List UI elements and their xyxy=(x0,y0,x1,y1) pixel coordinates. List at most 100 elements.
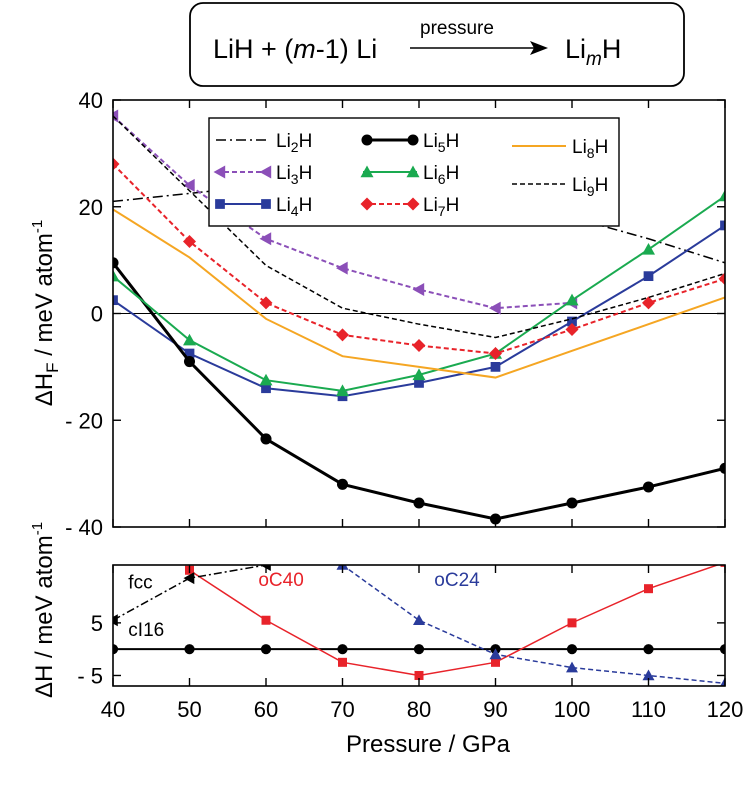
data-point-li7h xyxy=(565,323,579,337)
bottom-plot-frame xyxy=(112,564,726,687)
data-point-li3h xyxy=(113,109,119,123)
legend-marker xyxy=(407,134,419,146)
data-point-oc40 xyxy=(414,670,424,680)
data-point-li4h xyxy=(184,348,195,359)
legend-marker xyxy=(360,165,374,178)
data-point-ci16 xyxy=(260,644,272,655)
legend-label: Li3H xyxy=(276,163,312,187)
series-oc24 xyxy=(336,565,725,686)
top-y-axis-label: ΔHF / meV atom-1 xyxy=(29,220,62,406)
bottom-annotations: fcc cI16 oC40 oC24 xyxy=(128,570,480,641)
svg-text:LiH + (m-1) Li: LiH + (m-1) Li xyxy=(213,34,377,64)
data-point-li4h xyxy=(414,378,424,388)
legend-label: Li7H xyxy=(423,195,459,219)
data-point-ci16 xyxy=(337,644,348,655)
data-point-li6h xyxy=(642,242,655,255)
y-tick-label: - 40 xyxy=(65,515,103,540)
x-tick-label: 70 xyxy=(330,697,354,722)
data-point-oc40 xyxy=(261,615,271,625)
svg-text:LimH: LimH xyxy=(565,34,621,70)
data-point-li5h xyxy=(260,433,272,445)
x-tick-labels: 40 50 60 70 80 90 100 110 120 xyxy=(101,697,744,722)
data-point-oc24 xyxy=(413,614,425,626)
annotation-fcc: fcc xyxy=(128,573,152,594)
annotation-oc40: oC40 xyxy=(258,570,303,591)
data-point-li7h xyxy=(489,347,502,361)
legend-label: Li6H xyxy=(423,163,459,187)
x-tick-label: 50 xyxy=(177,697,201,722)
data-point-ci16 xyxy=(184,644,195,655)
x-tick-label: 40 xyxy=(101,697,125,722)
y-tick-label: 20 xyxy=(79,195,103,220)
x-tick-label: 110 xyxy=(631,697,666,722)
x-tick-label: 80 xyxy=(407,697,431,722)
data-point-ci16 xyxy=(566,644,578,655)
y-tick-label: 0 xyxy=(91,302,103,327)
series-ci16 xyxy=(113,644,725,655)
legend-marker xyxy=(406,197,420,211)
data-point-li6h xyxy=(412,368,426,381)
bottom-series-group xyxy=(113,565,725,686)
data-point-oc24 xyxy=(489,648,502,660)
data-point-li4h xyxy=(567,316,577,327)
y-tick-label: 5 xyxy=(91,611,103,636)
legend-marker xyxy=(259,165,272,179)
series-li4h xyxy=(113,220,725,402)
data-point-li5h xyxy=(336,478,349,490)
data-point-li7h xyxy=(259,296,273,310)
data-point-li3h xyxy=(412,282,425,296)
x-axis-label: Pressure / GPa xyxy=(346,731,511,758)
data-point-li3h xyxy=(489,301,501,315)
series-li7h xyxy=(113,157,725,361)
series-line-li8h xyxy=(113,208,725,379)
data-point-oc24 xyxy=(566,661,578,673)
data-point-fcc xyxy=(183,572,195,585)
data-point-li4h xyxy=(643,271,654,282)
series-li5h xyxy=(113,257,725,525)
x-tick-label: 90 xyxy=(483,697,507,722)
equation-rhs-tail: H xyxy=(602,34,622,64)
data-point-li5h xyxy=(489,513,502,525)
series-line-li7h xyxy=(113,163,725,355)
data-point-li6h xyxy=(565,293,579,306)
top-legend: Li2H Li3H Li4H Li5H Li6H Li7H Li8H Li9H xyxy=(208,117,620,227)
data-point-li6h xyxy=(113,269,120,282)
data-point-li3h xyxy=(336,261,348,275)
data-point-li7h xyxy=(642,296,655,310)
data-point-li3h xyxy=(183,178,195,192)
legend-item-li9h: Li9H xyxy=(512,175,608,199)
data-point-ci16 xyxy=(413,644,425,655)
equation-arrow-label: pressure xyxy=(420,18,494,39)
annotation-oc24: oC24 xyxy=(434,570,480,591)
series-li9h xyxy=(113,115,725,339)
bottom-panel: 5 - 5 fcc cI16 oC40 oC24 ΔH / meV atom-1 xyxy=(29,522,726,698)
data-point-oc40 xyxy=(644,584,653,594)
y-tick-label: - 5 xyxy=(77,663,103,688)
data-point-li4h xyxy=(337,391,348,402)
equation-lhs-b: -1) Li xyxy=(316,34,378,64)
series-line-li5h xyxy=(113,261,725,521)
data-point-li5h xyxy=(413,497,425,509)
series-li3h xyxy=(113,109,578,315)
equation-lhs-m: m xyxy=(293,34,316,64)
data-point-li7h xyxy=(113,157,120,171)
legend-marker xyxy=(360,197,374,211)
bottom-ticks: 5 - 5 xyxy=(77,565,726,688)
data-point-ci16 xyxy=(719,644,725,655)
legend-marker xyxy=(361,134,373,146)
legend-item-li7h: Li7H xyxy=(360,195,459,219)
data-point-li3h xyxy=(259,232,272,246)
data-point-oc40 xyxy=(720,565,725,567)
top-ticks: 40 20 0 - 20 - 40 xyxy=(65,88,726,540)
y-tick-label: - 20 xyxy=(65,408,103,433)
annotation-ci16: cI16 xyxy=(128,620,164,641)
data-point-oc40 xyxy=(567,618,577,628)
data-point-li4h xyxy=(113,295,118,306)
legend-item-li4h: Li4H xyxy=(215,195,312,219)
data-point-oc40 xyxy=(491,657,500,667)
data-point-li7h xyxy=(412,339,426,353)
data-point-ci16 xyxy=(643,644,654,655)
legend-label: Li2H xyxy=(276,131,312,155)
